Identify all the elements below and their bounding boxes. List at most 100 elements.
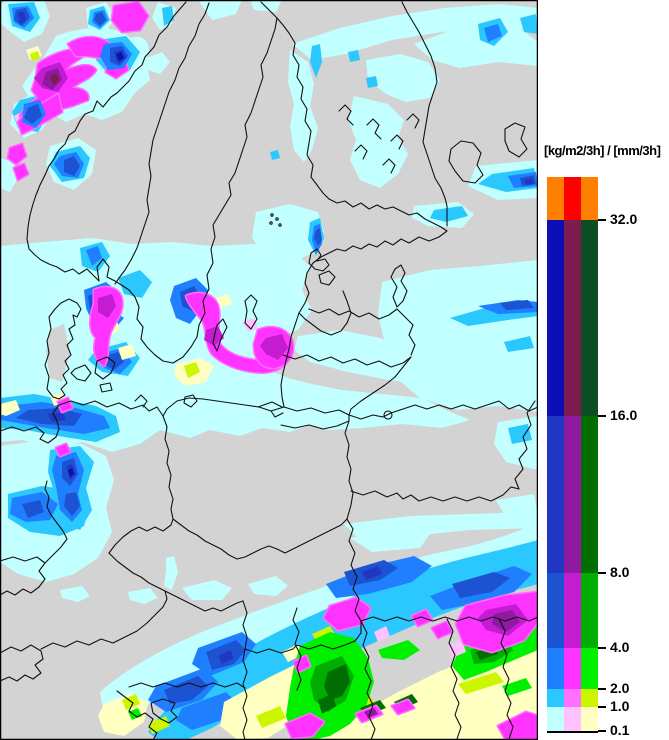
ukraine-romania-border bbox=[360, 616, 538, 622]
poland-coast bbox=[162, 397, 285, 417]
legend-segment bbox=[547, 707, 564, 731]
finnish-lakes bbox=[354, 144, 368, 160]
belarus-ukraine-border bbox=[350, 486, 520, 502]
legend-segment bbox=[547, 573, 564, 648]
stockholm-archipelago bbox=[278, 223, 282, 227]
legend-segment bbox=[564, 416, 581, 573]
hel-spit bbox=[257, 401, 283, 408]
sweden-finland-border bbox=[260, 1, 278, 19]
baltic-coast bbox=[280, 312, 300, 408]
legend-segment bbox=[581, 220, 598, 416]
legend-title: [kg/m2/3h] / [mm/3h] bbox=[544, 143, 661, 158]
ruegen-island bbox=[134, 394, 148, 408]
sweden-coast bbox=[128, 17, 278, 364]
kaliningrad-borders bbox=[283, 406, 350, 416]
gotland-island bbox=[244, 294, 258, 330]
legend-segment bbox=[547, 220, 564, 416]
latvia-lithuania-border bbox=[282, 354, 412, 368]
finnish-lakes bbox=[366, 118, 382, 140]
legend-tick-label: 16.0 bbox=[610, 407, 638, 423]
legend-tick bbox=[598, 688, 606, 690]
legend-tick-label: 4.0 bbox=[610, 639, 630, 655]
prut-border bbox=[446, 618, 462, 740]
lake-ladoga bbox=[448, 140, 484, 184]
legend-tick-label: 2.0 bbox=[610, 680, 630, 696]
legend-segment bbox=[564, 707, 581, 731]
lake-peipus bbox=[390, 264, 408, 308]
romania-west-border bbox=[360, 620, 376, 740]
oland-island bbox=[212, 318, 228, 352]
finnish-lakes bbox=[406, 113, 420, 129]
legend-tick bbox=[598, 706, 606, 708]
legend-segment bbox=[581, 573, 598, 648]
gdansk-bay bbox=[270, 410, 284, 418]
precipitation-map bbox=[0, 0, 538, 740]
border-knot bbox=[383, 410, 393, 420]
funen-island bbox=[70, 364, 92, 382]
poland-east-border bbox=[344, 420, 354, 520]
bornholm-island bbox=[183, 394, 198, 408]
finnish-lakes bbox=[338, 104, 354, 126]
german-north-sea-coast bbox=[0, 404, 60, 444]
hungary-west-border bbox=[242, 648, 248, 740]
precip-mixed-cores bbox=[6, 0, 538, 740]
legend-segment bbox=[581, 707, 598, 731]
legend-segment bbox=[564, 648, 581, 689]
legend-segment bbox=[581, 416, 598, 573]
gulf-of-riga-coast bbox=[298, 272, 352, 336]
legend-colorbar bbox=[547, 177, 598, 733]
precipitation-map-canvas bbox=[0, 0, 538, 740]
legend-segment bbox=[564, 573, 581, 648]
lolland-island bbox=[99, 382, 113, 393]
legend-tick-label: 0.1 bbox=[610, 722, 630, 738]
precip-swirl-blue-cores bbox=[12, 6, 132, 178]
legend-tick bbox=[598, 415, 606, 417]
legend-segment bbox=[547, 177, 564, 220]
legend-segment bbox=[564, 177, 581, 220]
legend-tick bbox=[598, 647, 606, 649]
legend-tick-label: 8.0 bbox=[610, 564, 630, 580]
stockholm-archipelago bbox=[275, 217, 279, 221]
poland-south-border bbox=[172, 518, 348, 560]
finland-west-coast bbox=[276, 17, 330, 200]
dniester-border bbox=[498, 618, 514, 740]
legend-tick-label: 32.0 bbox=[610, 211, 638, 227]
estonia-latvia-border bbox=[308, 308, 398, 320]
legend-panel: [kg/m2/3h] / [mm/3h] 32.0 16.0 8.0 4.0 2.0 1.… bbox=[538, 0, 669, 740]
legend-segment bbox=[547, 689, 564, 707]
country-borders bbox=[0, 1, 538, 740]
estonia-islands bbox=[318, 270, 336, 286]
switzerland-border bbox=[0, 644, 44, 682]
germany-austria-border bbox=[40, 590, 168, 650]
legend-tick bbox=[598, 219, 606, 221]
adriatic-coast bbox=[116, 690, 158, 740]
norway-sweden-border bbox=[114, 2, 210, 285]
legend-segment bbox=[581, 177, 598, 220]
belarus-north-border bbox=[348, 400, 538, 420]
zealand-island bbox=[94, 356, 116, 380]
lake-onega bbox=[504, 122, 528, 158]
poland-west-border bbox=[162, 415, 174, 520]
gulf-of-finland-coast bbox=[306, 198, 448, 274]
slovenia-croatia-borders bbox=[128, 682, 246, 689]
finnish-lakes bbox=[382, 158, 396, 174]
norway-coast bbox=[26, 1, 187, 291]
lithuania-belarus-border bbox=[348, 356, 412, 416]
legend-segment bbox=[547, 416, 564, 573]
legend-tick-label: 1.0 bbox=[610, 698, 630, 714]
legend-segment bbox=[564, 689, 581, 707]
benelux-germany-border bbox=[0, 556, 46, 596]
austria-hungary-border bbox=[292, 607, 302, 691]
benelux-germany-border bbox=[44, 480, 68, 564]
czech-south-border bbox=[108, 552, 244, 612]
legend-tick bbox=[598, 572, 606, 574]
belarus-russia-border bbox=[514, 400, 536, 490]
jutland-coast bbox=[44, 298, 82, 400]
legend-segment bbox=[564, 220, 581, 416]
latvia-russia-border bbox=[396, 308, 416, 356]
finland-russia-border bbox=[401, 1, 448, 227]
ukraine-west-border bbox=[346, 518, 362, 622]
legend-tick bbox=[598, 730, 606, 732]
legend-segment bbox=[547, 648, 564, 689]
